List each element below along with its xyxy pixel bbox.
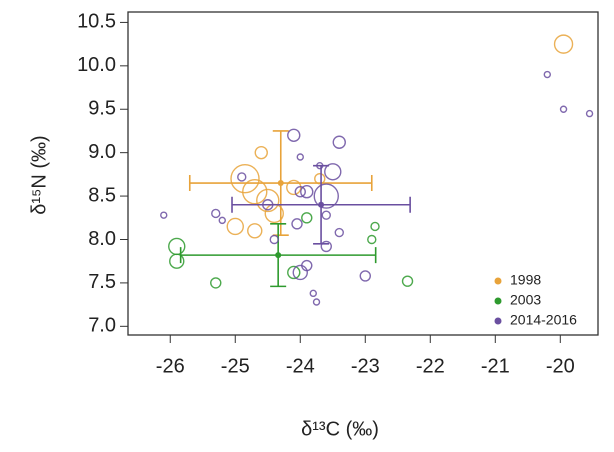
point xyxy=(291,218,303,230)
point xyxy=(300,185,314,199)
legend-label: 2014-2016 xyxy=(510,312,577,328)
point xyxy=(254,145,268,160)
point xyxy=(242,179,268,205)
point xyxy=(287,128,301,142)
point xyxy=(294,186,306,198)
point xyxy=(168,237,186,256)
x-tick-label: -24 xyxy=(286,355,315,377)
mean-point xyxy=(318,201,325,208)
y-tick-label: 9.0 xyxy=(88,141,116,163)
point xyxy=(218,216,226,225)
y-tick-label: 9.5 xyxy=(88,98,116,120)
point xyxy=(585,109,594,118)
point xyxy=(256,188,280,213)
point xyxy=(543,70,551,79)
point xyxy=(334,227,344,238)
x-tick-label: -20 xyxy=(546,355,575,377)
x-tick-label: -25 xyxy=(221,355,250,377)
point xyxy=(292,264,308,281)
legend-marker xyxy=(494,277,502,285)
legend-marker xyxy=(494,297,502,305)
legend-label: 1998 xyxy=(510,272,541,288)
point xyxy=(210,277,222,289)
point xyxy=(359,270,371,282)
x-tick-label: -21 xyxy=(481,355,510,377)
y-tick-label: 8.0 xyxy=(88,228,116,250)
point xyxy=(237,172,247,182)
point xyxy=(211,208,221,219)
legend-marker xyxy=(494,317,502,325)
point xyxy=(301,212,313,224)
point xyxy=(559,105,568,113)
point xyxy=(553,34,574,54)
point xyxy=(313,183,339,209)
point xyxy=(309,289,317,298)
y-tick-label: 7.0 xyxy=(88,315,116,337)
mean-point xyxy=(277,180,284,187)
point xyxy=(169,253,185,269)
y-axis-label: δ¹⁵N (‰) xyxy=(28,135,50,214)
x-tick-label: -26 xyxy=(156,355,185,377)
mean-point xyxy=(275,252,282,259)
point xyxy=(321,210,331,220)
point xyxy=(247,223,263,239)
x-axis-label: δ¹³C (‰) xyxy=(301,418,379,440)
y-tick-label: 7.5 xyxy=(88,271,116,293)
x-tick-label: -22 xyxy=(416,355,445,377)
y-tick-label: 10.0 xyxy=(77,54,116,76)
point xyxy=(324,163,342,181)
plot-frame xyxy=(127,11,599,336)
point xyxy=(230,164,260,194)
legend-label: 2003 xyxy=(510,292,541,308)
x-tick-label: -23 xyxy=(351,355,380,377)
y-tick-label: 8.5 xyxy=(88,184,116,206)
point xyxy=(226,217,244,236)
point xyxy=(287,265,301,280)
point xyxy=(332,135,346,149)
y-tick-label: 10.5 xyxy=(77,11,116,33)
point xyxy=(367,234,377,245)
point xyxy=(269,234,279,245)
point xyxy=(314,173,326,185)
point xyxy=(312,298,321,306)
point xyxy=(320,240,332,253)
point xyxy=(296,153,304,161)
point xyxy=(370,221,380,232)
point xyxy=(160,211,168,219)
point xyxy=(401,275,414,287)
